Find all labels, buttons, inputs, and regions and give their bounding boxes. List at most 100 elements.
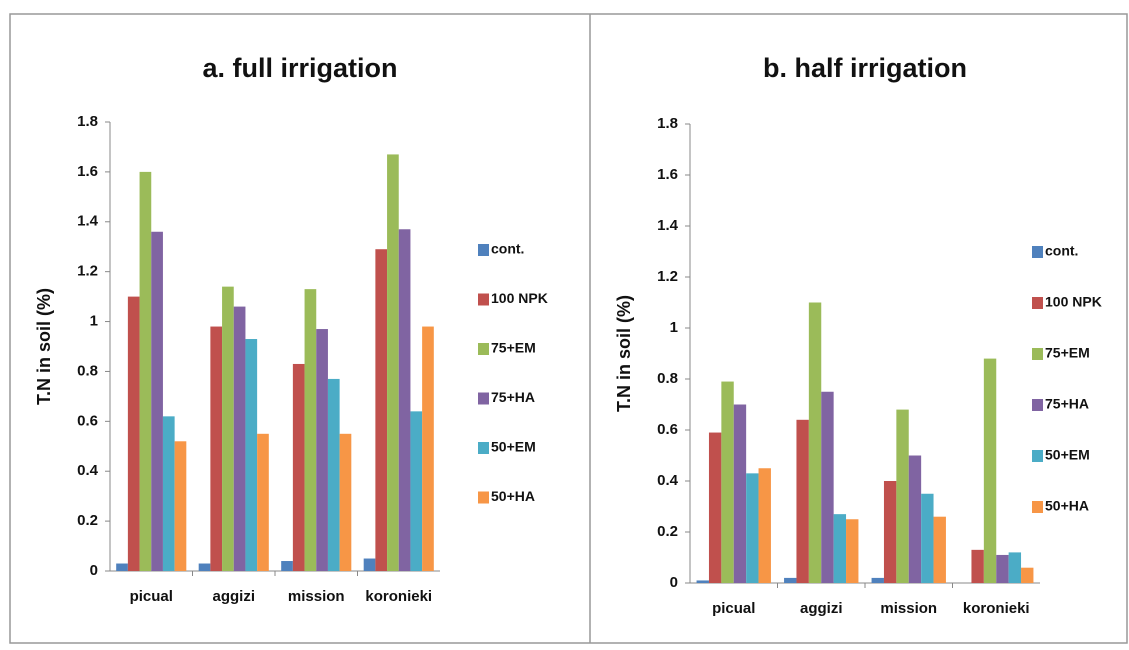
y-tick-label: 1.8	[657, 115, 678, 132]
bar	[971, 549, 984, 583]
y-tick-label: 0	[90, 562, 98, 579]
legend-label: 50+HA	[1045, 498, 1089, 514]
legend-swatch	[478, 442, 489, 454]
y-tick-label: 0.2	[77, 512, 98, 529]
bar	[245, 339, 258, 571]
legend-label: 100 NPK	[491, 290, 548, 306]
frame	[9, 13, 1128, 644]
bar	[339, 433, 352, 571]
bar	[833, 514, 847, 583]
bar	[733, 404, 747, 583]
bar	[721, 381, 734, 583]
y-tick-label: 1.4	[77, 213, 99, 230]
legend-label: cont.	[1045, 243, 1078, 259]
legend-swatch	[1032, 348, 1043, 360]
x-tick-label: mission	[880, 600, 937, 617]
legend-swatch	[478, 392, 489, 405]
x-tick-label: koronieki	[365, 588, 432, 605]
y-tick-label: 1.6	[657, 166, 678, 183]
legend-swatch	[1032, 297, 1043, 309]
legend-swatch	[478, 491, 489, 504]
bar	[410, 411, 423, 571]
bar	[363, 558, 376, 571]
x-tick-label: aggizi	[212, 588, 255, 605]
y-tick-label: 1.6	[77, 163, 98, 180]
bar	[846, 519, 859, 583]
bar	[210, 326, 223, 571]
y-tick-label: 0.2	[657, 523, 678, 540]
legend-label: 75+EM	[1045, 345, 1090, 361]
y-tick-label: 1	[90, 313, 98, 330]
y-axis-label: T.N in soil (%)	[34, 288, 54, 405]
legend-label: 50+EM	[1045, 447, 1090, 463]
bar	[896, 409, 909, 583]
legend-label: 100 NPK	[1045, 294, 1102, 310]
bar	[151, 231, 163, 571]
legend-swatch	[478, 244, 489, 256]
bar	[257, 433, 269, 571]
x-tick-label: picual	[712, 600, 755, 617]
bar	[127, 296, 140, 571]
bar	[398, 229, 411, 571]
y-tick-label: 0.8	[657, 370, 678, 387]
legend-label: 75+HA	[491, 389, 535, 405]
bar	[387, 154, 399, 571]
y-tick-label: 0.6	[657, 421, 678, 438]
x-tick-label: picual	[130, 588, 173, 605]
bar	[233, 306, 246, 571]
bar	[796, 419, 809, 583]
bar	[375, 249, 388, 571]
bar	[304, 289, 317, 571]
bar	[222, 286, 234, 571]
x-tick-label: aggizi	[800, 600, 843, 617]
bar	[174, 441, 187, 571]
y-axis-label: T.N in soil (%)	[614, 295, 634, 412]
bar	[996, 554, 1009, 583]
bar	[139, 171, 152, 571]
bar	[116, 563, 128, 571]
y-tick-label: 1	[670, 319, 678, 336]
y-tick-label: 1.8	[77, 113, 98, 130]
y-tick-label: 0.6	[77, 412, 98, 429]
bar	[198, 563, 211, 571]
bar	[808, 302, 822, 583]
bar	[908, 455, 922, 583]
bar	[696, 580, 709, 583]
x-tick-label: koronieki	[963, 600, 1030, 617]
legend-label: 75+EM	[491, 340, 536, 356]
y-tick-label: 1.2	[657, 268, 678, 285]
legend-swatch	[478, 343, 489, 355]
y-tick-label: 0.4	[657, 472, 679, 489]
legend-swatch	[1032, 501, 1043, 513]
y-tick-label: 0.4	[77, 462, 99, 479]
chart-title: b. half irrigation	[763, 53, 967, 83]
bar	[1008, 552, 1022, 583]
bar	[758, 468, 771, 583]
bar	[871, 577, 884, 583]
y-tick-label: 1.4	[657, 217, 679, 234]
legend-swatch	[478, 293, 489, 306]
bar	[162, 416, 175, 571]
bar	[708, 432, 722, 583]
bar	[821, 391, 834, 583]
legend-swatch	[1032, 450, 1043, 462]
legend-swatch	[1032, 246, 1043, 258]
y-tick-label: 0	[670, 574, 678, 591]
chart-title: a. full irrigation	[202, 53, 397, 83]
y-tick-label: 1.2	[77, 263, 98, 280]
legend-label: 50+HA	[491, 488, 535, 504]
bar	[281, 561, 293, 571]
bar	[327, 378, 340, 571]
bar	[933, 516, 946, 583]
legend-label: 75+HA	[1045, 396, 1089, 412]
bar	[1021, 567, 1034, 583]
x-tick-label: mission	[288, 588, 345, 605]
bar	[883, 481, 897, 583]
y-tick-label: 0.8	[77, 362, 98, 379]
legend-label: cont.	[491, 241, 524, 257]
bar	[784, 577, 797, 583]
legend-label: 50+EM	[491, 439, 536, 455]
bar	[292, 363, 305, 571]
bar	[316, 329, 328, 571]
